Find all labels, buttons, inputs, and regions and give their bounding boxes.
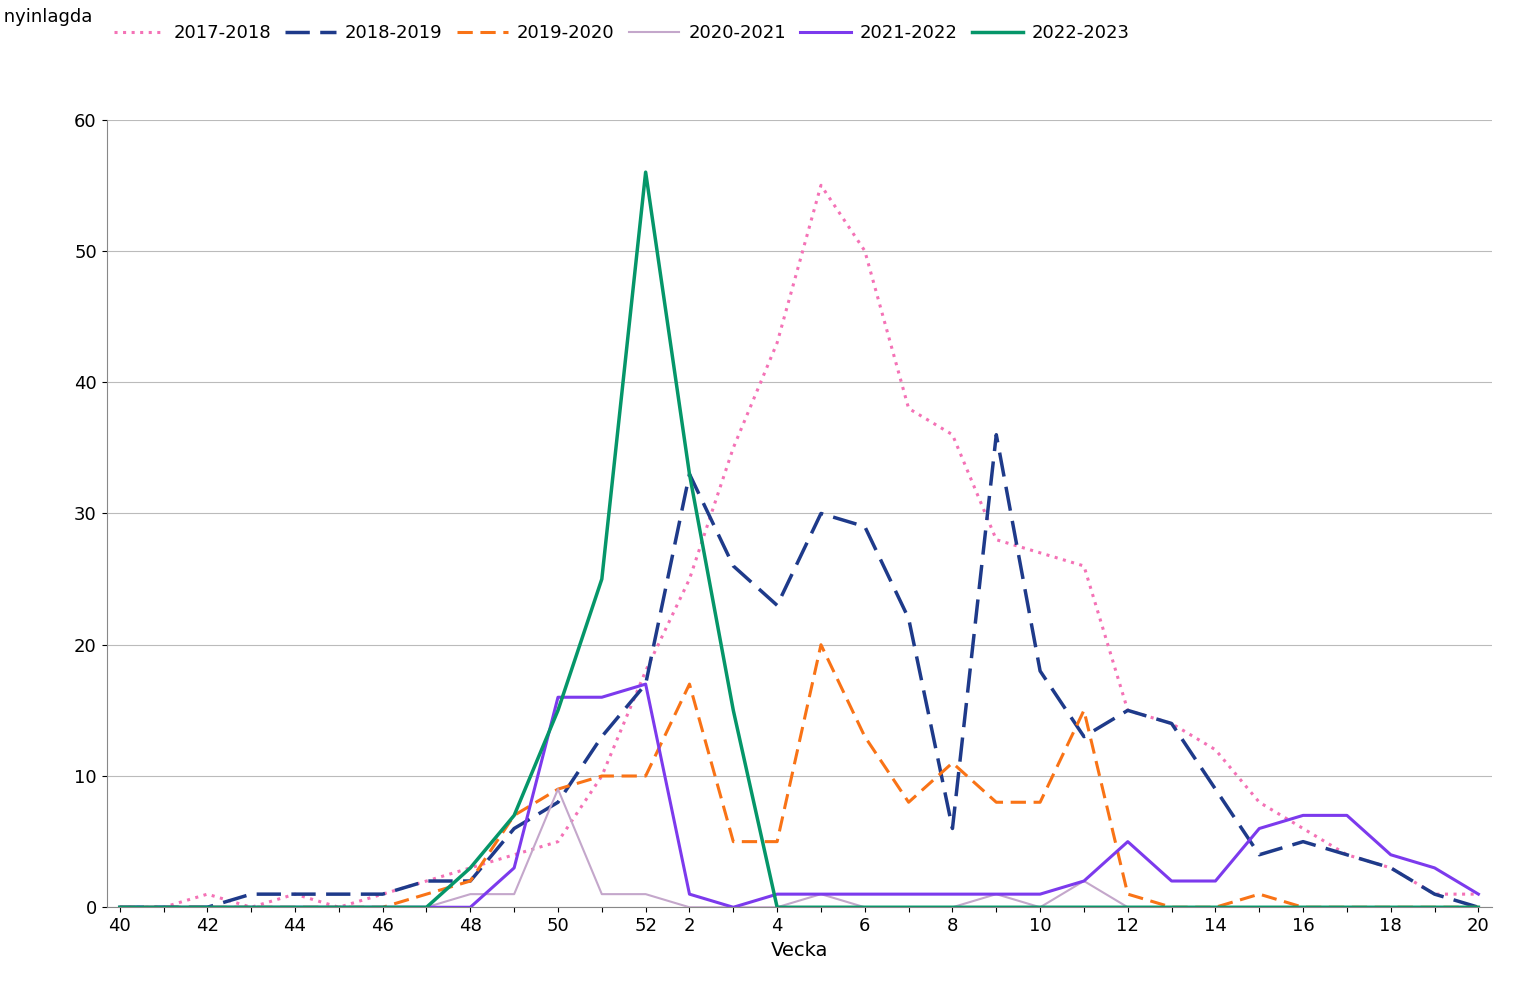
Legend: 2017-2018, 2018-2019, 2019-2020, 2020-2021, 2021-2022, 2022-2023: 2017-2018, 2018-2019, 2019-2020, 2020-20… xyxy=(107,17,1137,50)
X-axis label: Vecka: Vecka xyxy=(770,940,828,959)
Text: Antal nyinlagda: Antal nyinlagda xyxy=(0,8,93,26)
